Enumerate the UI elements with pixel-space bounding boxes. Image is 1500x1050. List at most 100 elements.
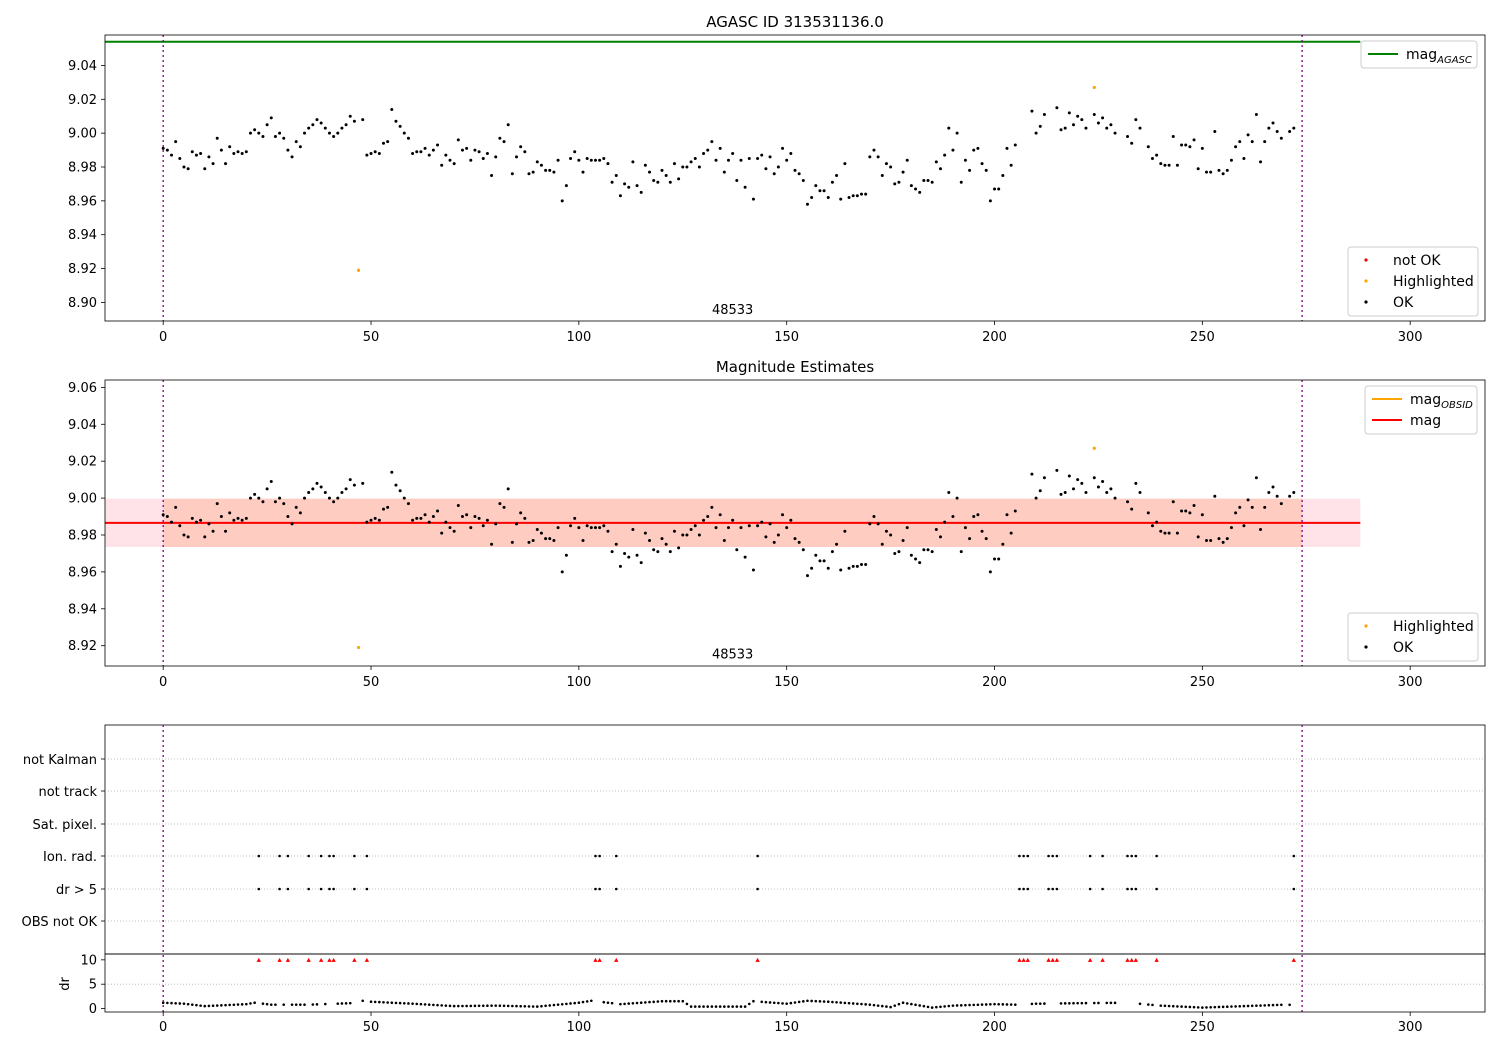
legend-marker-swatch [1364,258,1368,262]
ok-point [922,179,926,183]
ok-point [456,138,460,142]
dr-point [419,1002,423,1006]
x-tick-label: 200 [982,1020,1007,1035]
y-tick-label: 8.96 [68,194,97,209]
ok-point [602,524,606,528]
dr-point [789,1001,793,1005]
dr-point [269,1003,273,1006]
ok-point [1234,511,1238,515]
ok-point [515,522,519,526]
dr-clipped-marker [1050,957,1055,962]
ok-point [1292,491,1296,495]
ok-point [228,511,232,515]
panel-2: 48533 8.92 8.94 8.96 8.98 9.00 9.02 9.04 9.06 Mag… [68,358,1486,667]
ok-point [905,526,909,530]
ok-point [618,564,622,568]
flag-point [257,854,261,858]
flag-point [1055,887,1059,891]
flag-point [1022,854,1025,858]
legend-marker-swatch [1364,645,1368,649]
dr-point [1275,1003,1279,1007]
ok-point [365,520,369,524]
dr-point [702,1005,705,1008]
ok-point [1229,158,1233,162]
dr-point [1147,1003,1150,1006]
ok-point [643,531,647,535]
ok-point [1184,143,1188,147]
dr-point [473,1004,477,1008]
ok-point [918,190,922,194]
ok-point [739,526,743,530]
legend-label-text: mag [1410,413,1441,429]
dr-point [689,1005,693,1008]
ok-point [747,524,751,528]
ok-point [988,570,992,574]
dr-point [245,1002,248,1006]
ok-point [394,119,398,123]
ok-point [386,505,390,509]
y-tick-label: 9.04 [68,59,97,74]
ok-point [552,539,556,543]
legend-label-subscript: OBSID [1441,400,1473,411]
ok-point [1209,539,1213,543]
ok-point [847,195,851,199]
ok-point [747,157,751,161]
dr-point [544,1004,547,1008]
ok-point [1067,111,1071,115]
dr-point [199,1004,202,1007]
ok-point [1259,160,1263,164]
dr-point [802,1000,805,1003]
ok-point [460,515,464,519]
ok-point [685,533,689,537]
dr-point [486,1004,489,1008]
flag-point [1088,887,1092,891]
ok-point [585,157,589,161]
ok-point [1013,509,1017,513]
ok-point [352,119,356,123]
ok-point [336,496,340,500]
dr-clipped-marker [331,957,336,962]
ok-point [884,162,888,166]
dr-clipped-marker [755,957,760,962]
ok-point [1171,500,1175,504]
dr-point [797,1000,801,1004]
ok-point [897,180,901,184]
ok-point [1242,524,1246,528]
dr-point [1267,1003,1271,1007]
ok-point [893,551,897,555]
ok-point [290,155,294,159]
ok-point [718,513,722,517]
x-tick-label: 0 [159,330,167,345]
ok-point [436,509,440,513]
ok-point [1254,476,1258,480]
dr-point [718,1005,722,1008]
dr-point [232,1003,236,1007]
ok-point [423,146,427,150]
ok-point [660,537,664,541]
dr-point [681,999,685,1003]
ok-point [1163,163,1167,167]
ok-point [207,522,211,526]
ok-point [207,155,211,159]
ok-point [506,123,510,127]
dr-point [398,1001,402,1005]
ok-point [1034,131,1038,135]
ok-point [951,515,955,519]
ok-point [390,470,394,474]
ok-point [440,163,444,167]
flag-point [1026,854,1030,858]
ok-point [327,131,331,135]
ok-point [573,150,577,154]
ok-point [1188,145,1192,149]
ok-point [1009,531,1013,535]
ok-point [972,515,976,519]
ok-point [1109,487,1113,491]
legend-label-text: Highlighted [1393,274,1474,290]
dr-point [577,1001,581,1004]
ok-point [178,157,182,161]
x-tick-label: 300 [1398,330,1423,345]
ok-point [1254,113,1258,117]
flag-point [365,854,369,858]
flag-point [594,887,597,891]
ok-point [1242,157,1246,161]
